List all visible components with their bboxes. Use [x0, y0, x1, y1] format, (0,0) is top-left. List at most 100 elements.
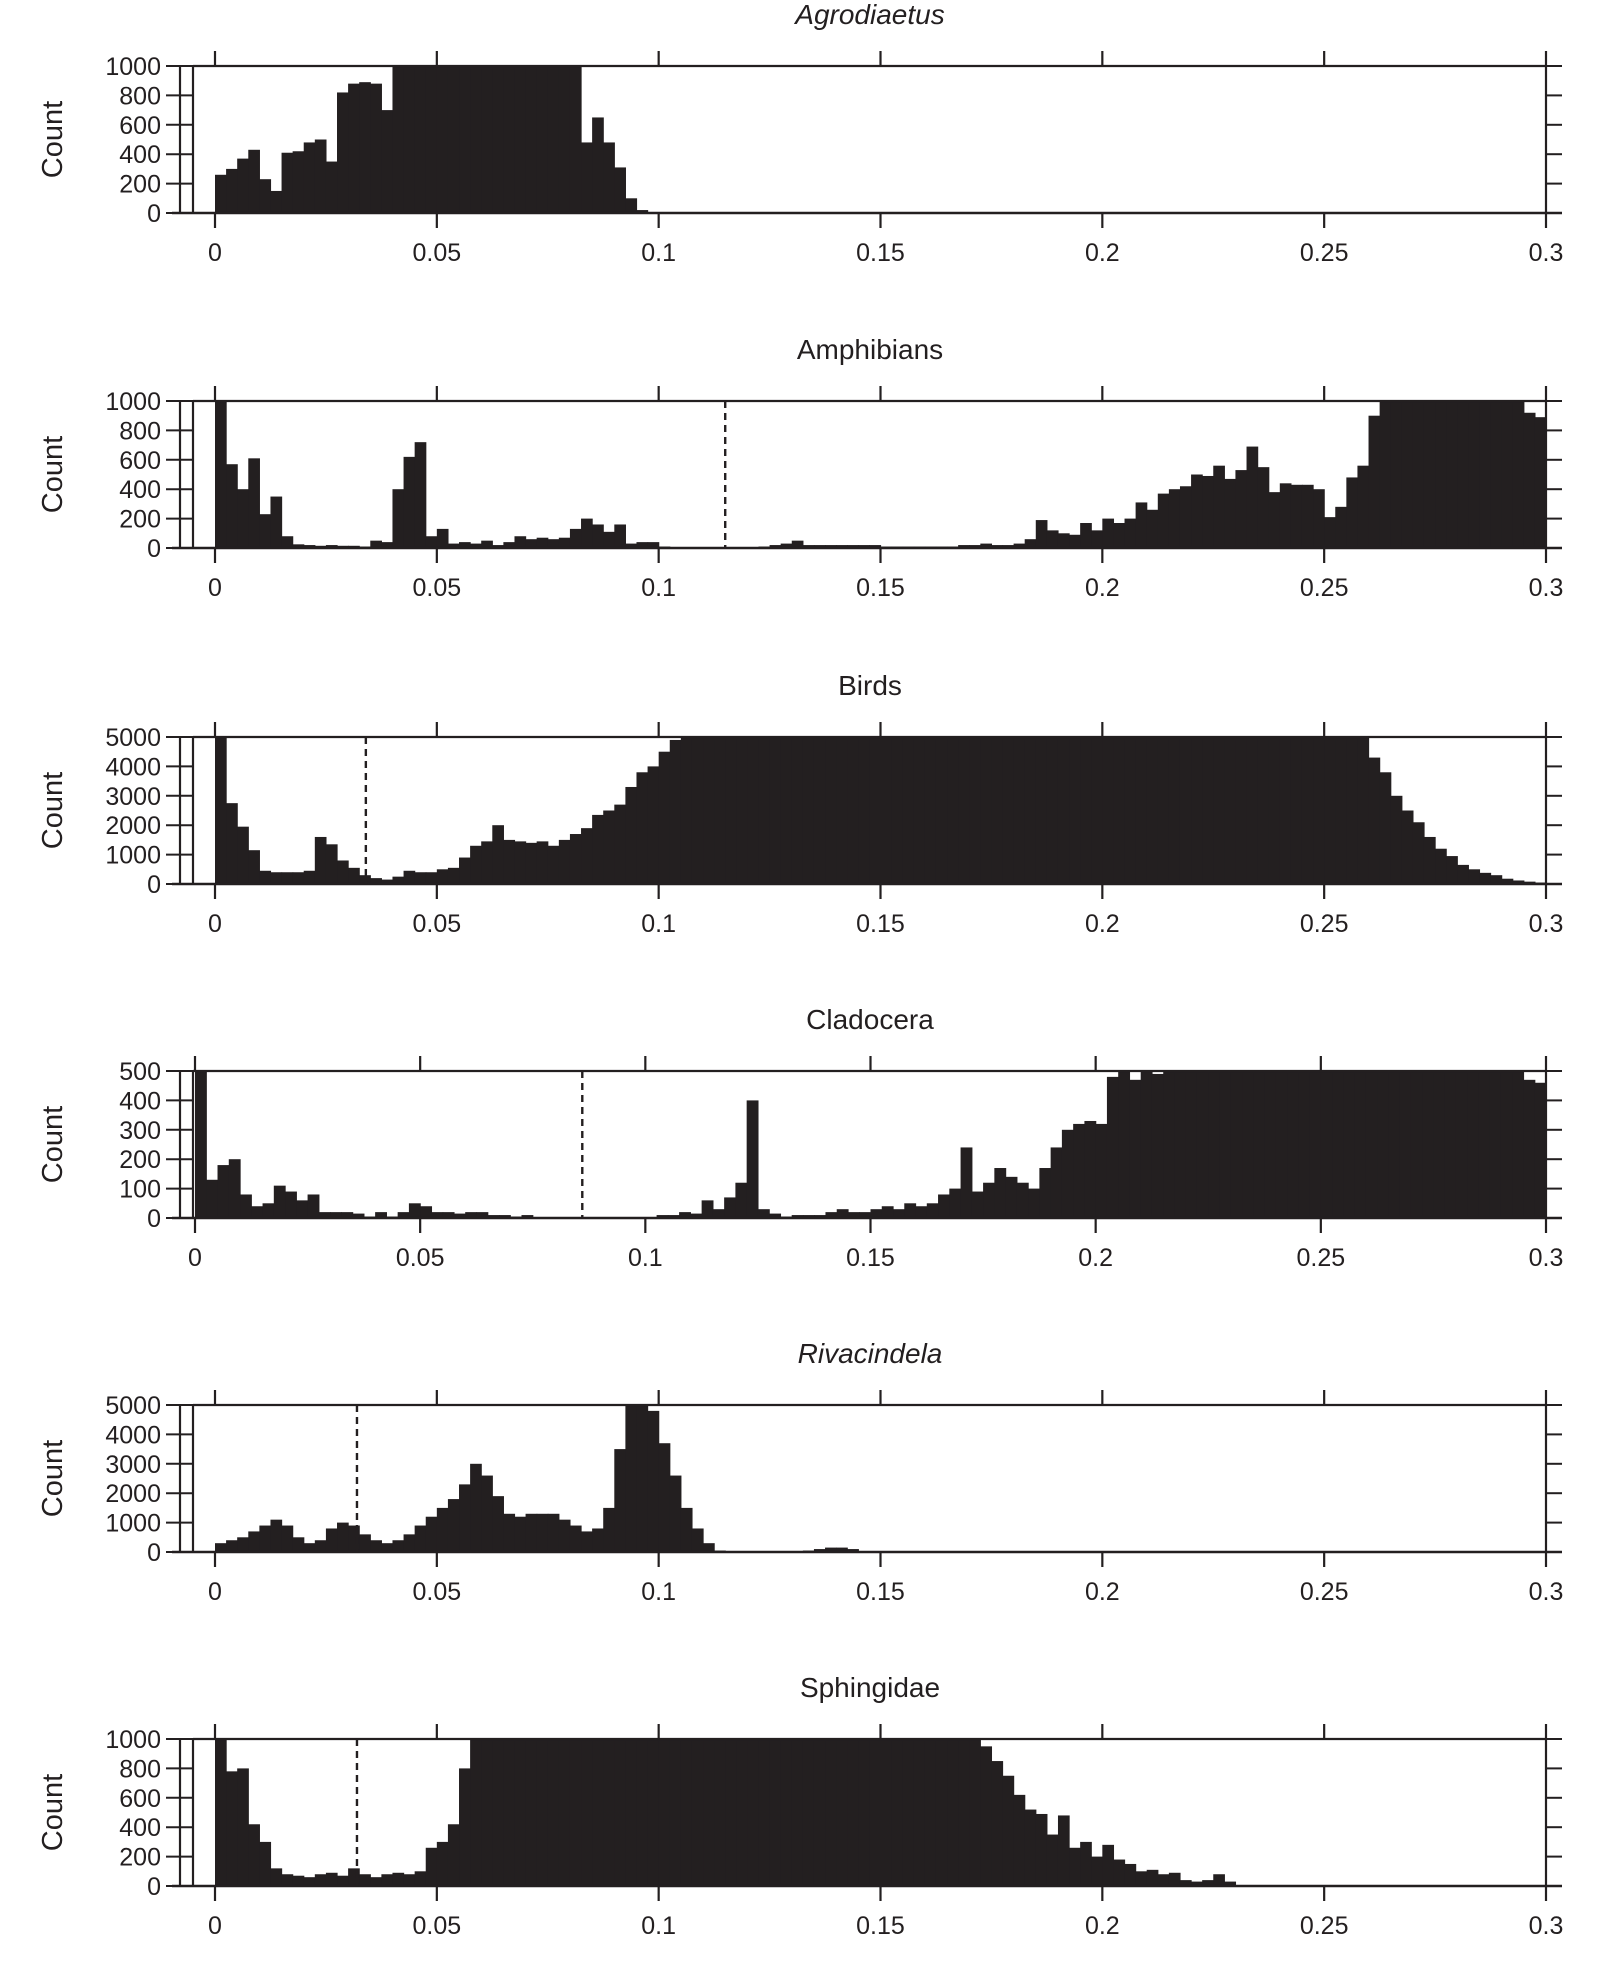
histogram-bar	[1046, 737, 1059, 884]
histogram-bar	[656, 1215, 669, 1218]
histogram-bar	[514, 1516, 527, 1552]
histogram-bar	[714, 737, 726, 884]
histogram-bar	[1213, 1874, 1225, 1886]
histogram-bar	[747, 1739, 760, 1886]
histogram-bar	[1168, 737, 1181, 884]
histogram-bar	[780, 1739, 793, 1886]
histogram-bar	[1235, 737, 1248, 884]
histogram-bar	[259, 1841, 272, 1886]
histogram-bar	[1202, 737, 1214, 884]
histogram-bar	[1257, 737, 1270, 884]
x-tick-label: 0.05	[396, 1244, 445, 1272]
x-tick-label: 0.25	[1300, 1912, 1349, 1940]
histogram-bar	[459, 1484, 471, 1552]
histogram-bar	[481, 1475, 493, 1552]
histogram-bar	[949, 1188, 962, 1218]
histogram-bar	[757, 1209, 770, 1218]
histogram-bar	[270, 190, 283, 213]
y-tick-label: 0	[147, 1873, 161, 1901]
histogram-bar	[904, 1203, 917, 1218]
y-tick-label: 400	[119, 476, 161, 504]
x-tick-label: 0.2	[1078, 1244, 1113, 1272]
histogram-bar	[392, 489, 405, 548]
histogram-bar	[237, 1768, 249, 1886]
histogram-bar	[881, 1206, 894, 1218]
histogram-bar	[636, 1739, 649, 1886]
x-tick-label: 0.25	[1300, 910, 1349, 938]
histogram-bar	[1039, 1168, 1052, 1218]
x-tick-label: 0.2	[1085, 239, 1120, 267]
histogram-bar	[470, 543, 482, 548]
histogram-bar	[408, 1203, 421, 1218]
histogram-bar	[1388, 1071, 1401, 1218]
histogram-bar	[769, 545, 782, 548]
histogram-bar	[991, 1761, 1004, 1886]
histogram-bar	[1069, 1847, 1081, 1886]
histogram-bar	[647, 766, 660, 884]
histogram-bar	[935, 1739, 948, 1886]
histogram-bar	[292, 544, 305, 548]
y-tick-label: 200	[119, 1146, 161, 1174]
histogram-bar	[1002, 1775, 1015, 1886]
histogram-bar	[1320, 1071, 1333, 1218]
histogram-bar	[392, 876, 405, 884]
histogram-bar	[1512, 1071, 1525, 1218]
histogram-bar	[1050, 1147, 1063, 1218]
histogram-bar	[487, 1215, 500, 1218]
histogram-bar	[958, 545, 970, 548]
histogram-bar	[259, 870, 272, 884]
histogram-bar	[658, 1739, 671, 1886]
bars	[215, 66, 649, 213]
histogram-bar	[1113, 523, 1126, 548]
histogram-bar	[1290, 484, 1303, 548]
histogram-bar	[459, 857, 471, 884]
histogram-bar	[514, 841, 527, 884]
histogram-bar	[1412, 822, 1425, 884]
histogram-bar	[226, 168, 238, 213]
histogram-bar	[447, 867, 460, 884]
histogram-bar	[1124, 1863, 1137, 1886]
histogram-bar	[547, 1513, 560, 1552]
histogram-bar	[1346, 737, 1359, 884]
histogram-bar	[248, 458, 260, 548]
histogram-bar	[370, 878, 382, 884]
histogram-bar	[1399, 1071, 1412, 1218]
histogram-bar	[947, 737, 959, 884]
histogram-bar	[1191, 1881, 1203, 1886]
histogram-bar	[1357, 737, 1370, 884]
histogram-bar	[1028, 1188, 1040, 1218]
histogram-bar	[514, 536, 527, 548]
y-tick-label: 600	[119, 1785, 161, 1813]
histogram-bar	[215, 1739, 227, 1886]
histogram-bar	[825, 1212, 838, 1218]
histogram-bar	[303, 1543, 316, 1552]
histogram-bar	[1534, 1082, 1547, 1218]
x-tick-label: 0.3	[1529, 910, 1564, 938]
histogram-bar	[1135, 502, 1148, 548]
histogram-bar	[690, 1213, 703, 1218]
histogram-bar	[703, 1739, 715, 1886]
x-tick-label: 0.05	[412, 1578, 461, 1606]
histogram-bar	[381, 110, 394, 213]
histogram-bar	[746, 1100, 759, 1218]
bars	[195, 1071, 1547, 1218]
histogram-bar	[459, 1768, 471, 1886]
histogram-bar	[1163, 1071, 1176, 1218]
y-axis-label: Count	[37, 1774, 69, 1851]
histogram-bar	[273, 1185, 286, 1218]
histogram-bar	[1335, 737, 1347, 884]
x-tick-label: 0.1	[641, 239, 676, 267]
histogram-bar	[658, 1443, 671, 1552]
histogram-bar	[228, 1159, 241, 1218]
histogram-bar	[1423, 836, 1436, 884]
histogram-bar	[547, 539, 560, 548]
histogram-bar	[780, 543, 793, 548]
y-tick-label: 600	[119, 112, 161, 140]
histogram-bar	[1379, 772, 1392, 884]
histogram-bar	[303, 1877, 316, 1886]
histogram-bar	[536, 66, 549, 213]
histogram-bar	[1468, 401, 1481, 548]
histogram-bar	[536, 1513, 549, 1552]
histogram-bar	[248, 1824, 260, 1886]
